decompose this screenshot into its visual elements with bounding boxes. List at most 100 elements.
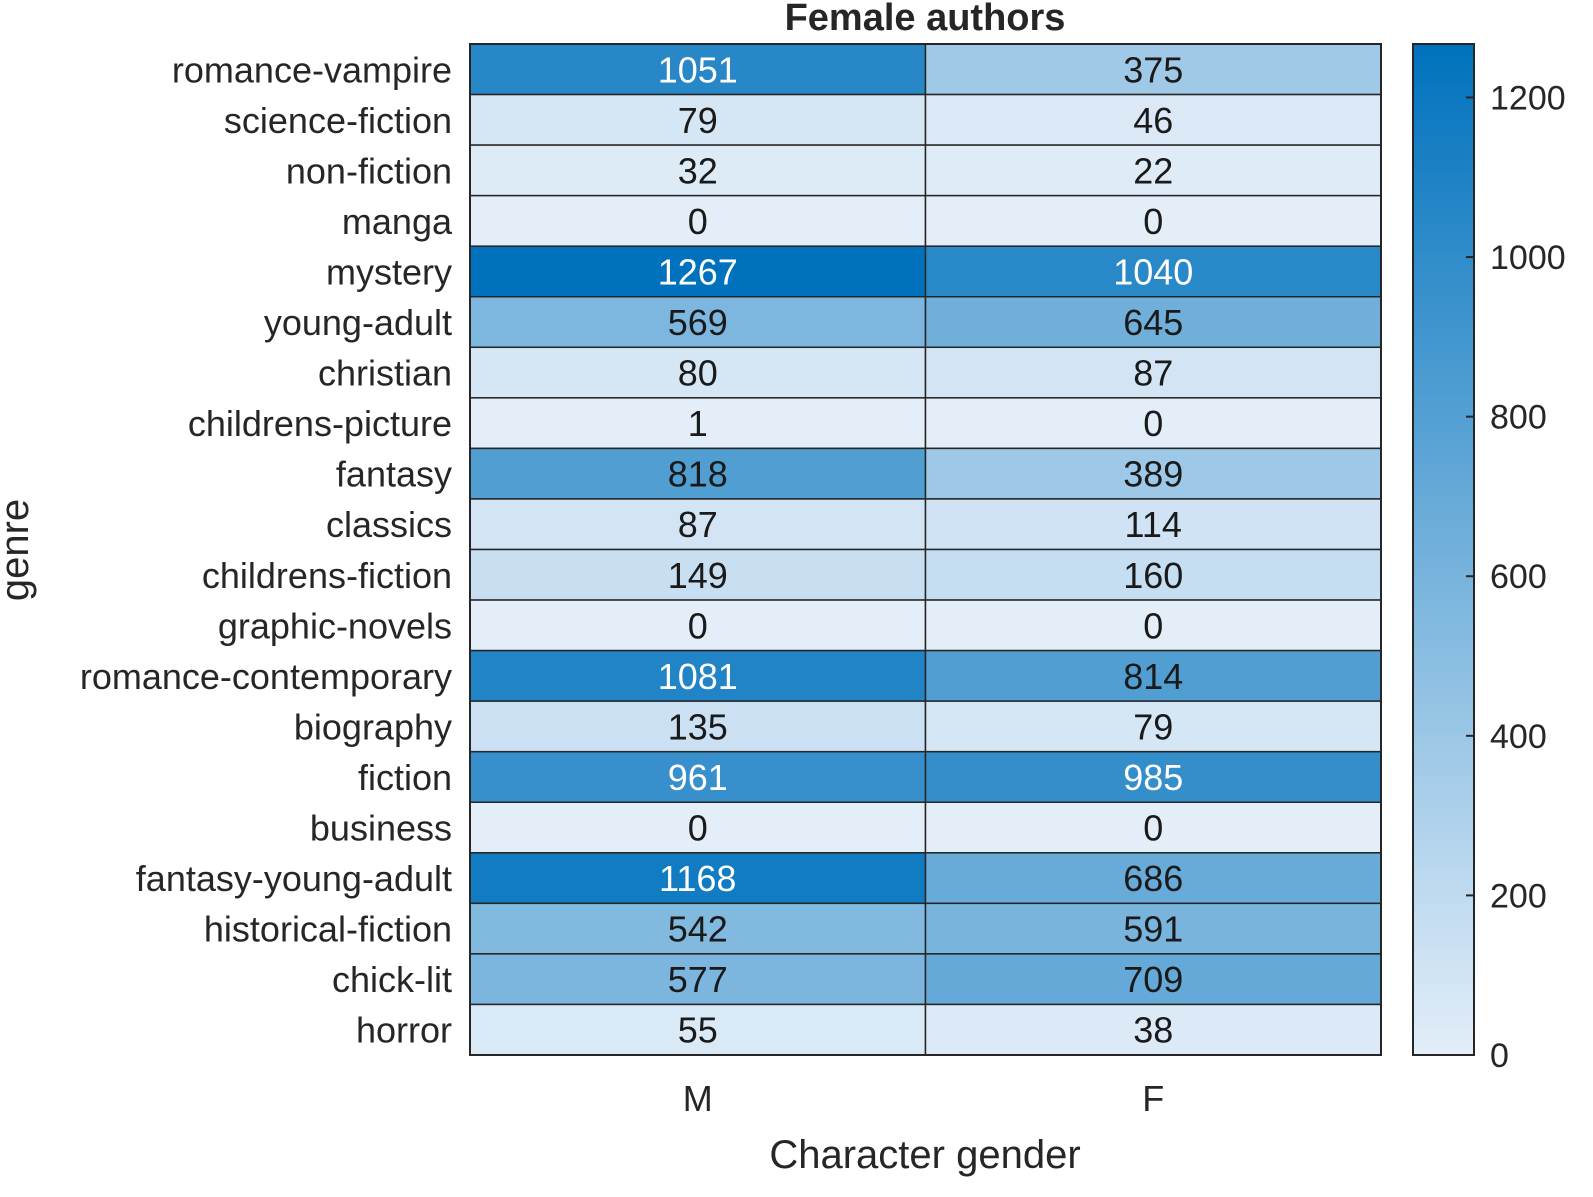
cell-value-label: 814 [1123,656,1183,697]
y-tick-label: chick-lit [332,959,452,1000]
heatmap-cell [469,498,927,551]
heatmap-cell [924,498,1382,551]
cell-value-label: 79 [678,100,718,141]
y-tick-label: fiction [358,757,452,798]
cell-value-label: 1040 [1113,251,1193,292]
colorbar: 0 200 400 600 800 1000 1200 [1412,43,1566,1075]
heatmap-cell [924,1003,1382,1056]
cell-value-label: 22 [1133,150,1173,191]
cell-value-label: 542 [668,909,728,950]
x-tick-label: M [683,1078,713,1119]
cell-value-label: 87 [678,504,718,545]
cell-value-label: 709 [1123,959,1183,1000]
cell-value-label: 32 [678,150,718,191]
colorbar-gradient [1412,43,1475,1056]
y-axis-label: genre [0,499,37,601]
y-tick-label: biography [294,706,452,747]
cell-value-label: 80 [678,353,718,394]
heatmap-cell [924,194,1382,247]
cell-value-label: 0 [1143,201,1163,242]
heatmap-cell [469,1003,927,1056]
heatmap-cell [924,700,1382,753]
heatmap-cell [469,599,927,652]
y-tick-label: historical-fiction [204,909,452,950]
x-axis-label: Character gender [769,1133,1080,1177]
y-tick-label: romance-vampire [172,49,452,90]
heatmap-cell [469,93,927,146]
y-tick-label: business [310,808,452,849]
cell-value-label: 0 [688,201,708,242]
colorbar-tick-label: 1200 [1490,79,1566,117]
cell-value-label: 0 [1143,403,1163,444]
cell-value-label: 55 [678,1010,718,1051]
heatmap-cell [924,245,1382,298]
heatmap-cell [469,700,927,753]
heatmap-cell [924,43,1382,96]
y-tick-label: non-fiction [286,150,452,191]
y-tick-label: young-adult [264,302,452,343]
cell-value-label: 591 [1123,909,1183,950]
heatmap-cell [469,953,927,1006]
y-tick-label: childrens-fiction [202,555,452,596]
cell-value-label: 0 [1143,605,1163,646]
y-tick-label: romance-contemporary [80,656,452,697]
cell-value-label: 46 [1133,100,1173,141]
y-tick-label: science-fiction [224,100,452,141]
cell-value-label: 114 [1125,504,1182,545]
y-tick-label: fantasy-young-adult [136,858,452,899]
cell-value-label: 389 [1123,454,1183,495]
colorbar-tick-label: 0 [1490,1037,1509,1075]
colorbar-tick-label: 200 [1490,877,1547,915]
heatmap-cell [924,346,1382,399]
cell-value-label: 985 [1123,757,1183,798]
cell-value-label: 1051 [658,49,738,90]
cell-value-label: 645 [1123,302,1183,343]
heatmap-cell [924,447,1382,500]
cell-value-label: 0 [688,605,708,646]
cell-value-label: 1168 [659,858,736,899]
y-tick-label: mystery [326,251,452,292]
colorbar-tick-label: 1000 [1490,239,1566,277]
heatmap-cell [469,548,927,601]
y-tick-label: fantasy [336,454,452,495]
cell-value-label: 0 [688,808,708,849]
heatmap-cell [469,801,927,854]
cell-value-label: 79 [1133,706,1173,747]
y-tick-label: graphic-novels [218,605,452,646]
y-tick-label: classics [326,504,452,545]
heatmap-cell [469,750,927,804]
cell-value-label: 87 [1133,353,1173,394]
colorbar-tick-label: 800 [1490,399,1547,437]
heatmap-cell [924,397,1382,450]
cell-value-label: 961 [668,757,728,798]
chart-title: Female authors [785,0,1066,39]
heatmap-cell [924,144,1382,197]
cell-value-label: 818 [668,454,728,495]
cell-value-label: 1 [688,403,708,444]
y-tick-labels: romance-vampire science-fiction non-fictio… [80,49,453,1050]
y-tick-label: childrens-picture [188,403,452,444]
cell-value-label: 160 [1123,555,1183,596]
cell-value-label: 375 [1123,49,1183,90]
heatmap-cell [924,548,1382,601]
heatmap-cell [469,649,927,702]
cell-value-label: 569 [668,302,728,343]
cell-value-label: 0 [1143,808,1163,849]
cell-value-label: 1081 [658,656,738,697]
heatmap-cell [924,902,1382,955]
colorbar-tick-label: 600 [1490,558,1547,596]
heatmap-border [469,43,1382,1056]
x-tick-label: F [1142,1078,1164,1119]
cell-value-label: 38 [1133,1010,1173,1051]
cell-value-label: 135 [668,706,728,747]
y-tick-label: manga [342,201,453,242]
cell-value-label: 577 [668,959,728,1000]
colorbar-tick-label: 400 [1490,718,1547,756]
cell-value-label: 1267 [658,251,738,292]
y-tick-label: christian [318,353,452,394]
y-tick-label: horror [356,1010,452,1051]
cell-value-label: 686 [1123,858,1183,899]
